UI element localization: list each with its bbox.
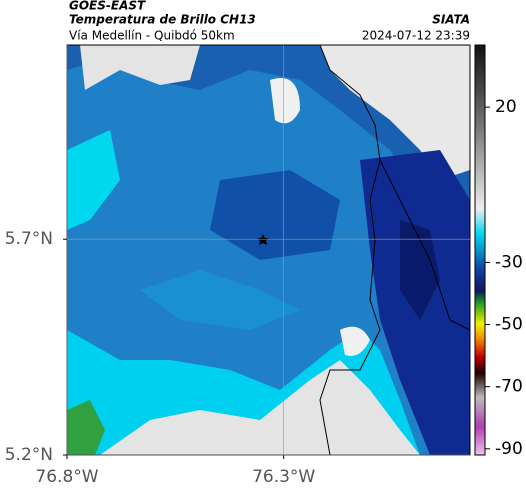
title: GOES-EAST (69, 0, 146, 13)
colorbar (474, 44, 486, 456)
colorbar-tick-label: -70 (495, 377, 523, 397)
y-tick-label: 5.7°N (5, 229, 53, 249)
colorbar-tick-label: 20 (495, 97, 517, 117)
colorbar-tick-label: -30 (495, 252, 523, 272)
colorbar-tick-label: -50 (495, 315, 523, 335)
map-annotations: 76.8°W 76.3°W 5.7°N 5.2°N 20 -30 -50 -70 -90 (5, 45, 523, 487)
subtitle: Temperatura de Brillo CH13 (69, 13, 256, 27)
datetime: 2024-07-12 23:39 (362, 29, 470, 43)
x-tick-label: 76.3°W (252, 467, 315, 487)
source: SIATA (432, 13, 470, 27)
colorbar-tick-label: -90 (495, 439, 523, 459)
x-tick-label: 76.8°W (35, 467, 98, 487)
satellite-image (67, 45, 470, 455)
location: Vía Medellín - Quibdó 50km (69, 29, 235, 43)
y-tick-label: 5.2°N (5, 445, 53, 465)
